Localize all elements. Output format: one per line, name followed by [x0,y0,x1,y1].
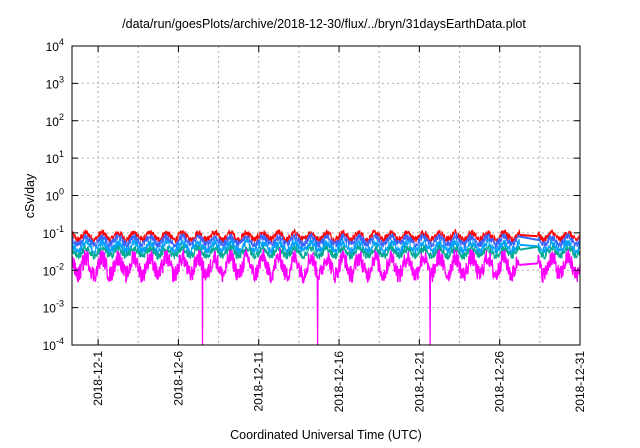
gap-connector [519,235,538,241]
series-line [71,237,581,257]
series-line [71,247,581,346]
plot-area [72,46,580,345]
y-tick-label: 102 [46,112,64,129]
series-line [71,231,581,249]
y-tick-label: 100 [46,187,64,204]
x-tick-labels: 2018-12-1 2018-12-6 2018-12-11 2018-12-16 20… [91,351,587,413]
y-tick-label: 10-4 [43,336,64,353]
plot-frame [71,45,581,346]
x-tick-label: 2018-12-16 [332,351,346,413]
series-group [71,228,581,346]
y-tick-label: 10-1 [43,224,64,241]
y-tick-label: 104 [46,37,64,54]
x-tick-label: 2018-12-31 [573,351,587,413]
x-tick-label: 2018-12-1 [91,351,105,406]
chart-title: /data/run/goesPlots/archive/2018-12-30/f… [122,17,526,31]
y-tick-labels: 10-4 10-3 10-2 10-1 100 101 102 103 104 [43,37,64,353]
x-tick-label: 2018-12-11 [252,351,266,412]
x-tick-label: 2018-12-6 [171,351,185,406]
x-tick-label: 2018-12-26 [493,351,507,413]
y-tick-label: 103 [46,74,64,91]
x-axis-label: Coordinated Universal Time (UTC) [230,428,422,442]
gap-connector [519,243,538,248]
gap-connector [519,234,538,238]
series-line [71,244,581,261]
y-tick-label: 10-3 [43,299,64,316]
y-tick-label: 101 [46,149,64,166]
x-tick-label: 2018-12-21 [412,351,426,413]
y-axis-label: cSv/day [23,173,37,218]
gap-connector [519,262,538,266]
y-tick-label: 10-2 [43,261,64,278]
gap-connector [519,245,538,251]
